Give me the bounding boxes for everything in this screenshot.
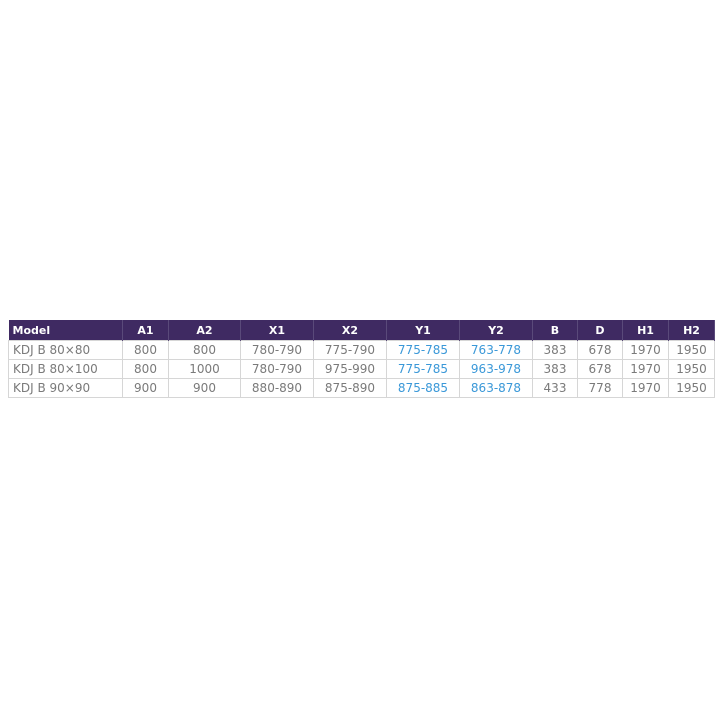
cell-y1: 775-785 [386,340,460,360]
column-header-h1: H1 [622,320,669,341]
column-header-d: D [577,320,623,341]
cell-y2: 763-778 [459,340,533,360]
cell-a1: 800 [122,340,169,360]
column-header-a2: A2 [168,320,241,341]
cell-b: 383 [532,359,578,379]
cell-d: 778 [577,378,623,398]
column-header-y1: Y1 [386,320,460,341]
cell-x2: 975-990 [313,359,387,379]
cell-model: KDJ B 90×90 [8,378,123,398]
cell-model: KDJ B 80×100 [8,359,123,379]
column-header-x2: X2 [313,320,387,341]
column-header-h2: H2 [668,320,715,341]
cell-h2: 1950 [668,378,715,398]
column-header-a1: A1 [122,320,169,341]
cell-a2: 900 [168,378,241,398]
cell-a1: 900 [122,378,169,398]
column-header-y2: Y2 [459,320,533,341]
cell-x2: 875-890 [313,378,387,398]
cell-a1: 800 [122,359,169,379]
cell-d: 678 [577,340,623,360]
cell-x1: 780-790 [240,359,314,379]
cell-h2: 1950 [668,340,715,360]
cell-y1: 875-885 [386,378,460,398]
cell-d: 678 [577,359,623,379]
table-row: KDJ B 80×80 800 800 780-790 775-790 775-785 76… [8,340,715,360]
cell-y2: 863-878 [459,378,533,398]
cell-h2: 1950 [668,359,715,379]
cell-h1: 1970 [622,340,669,360]
cell-x1: 780-790 [240,340,314,360]
cell-x1: 880-890 [240,378,314,398]
cell-b: 433 [532,378,578,398]
cell-a2: 800 [168,340,241,360]
cell-h1: 1970 [622,359,669,379]
column-header-x1: X1 [240,320,314,341]
cell-model: KDJ B 80×80 [8,340,123,360]
dimensions-table: Model A1 A2 X1 X2 Y1 Y2 B D H1 H2 KDJ B 80×80 800 80… [8,320,715,398]
cell-y1: 775-785 [386,359,460,379]
cell-x2: 775-790 [313,340,387,360]
cell-y2: 963-978 [459,359,533,379]
cell-a2: 1000 [168,359,241,379]
cell-h1: 1970 [622,378,669,398]
table-row: KDJ B 90×90 900 900 880-890 875-890 875-885 86… [8,378,715,398]
table-row: KDJ B 80×100 800 1000 780-790 975-990 775-785… [8,359,715,379]
column-header-b: B [532,320,578,341]
header-row: Model A1 A2 X1 X2 Y1 Y2 B D H1 H2 [8,320,715,341]
column-header-model: Model [8,320,123,341]
cell-b: 383 [532,340,578,360]
